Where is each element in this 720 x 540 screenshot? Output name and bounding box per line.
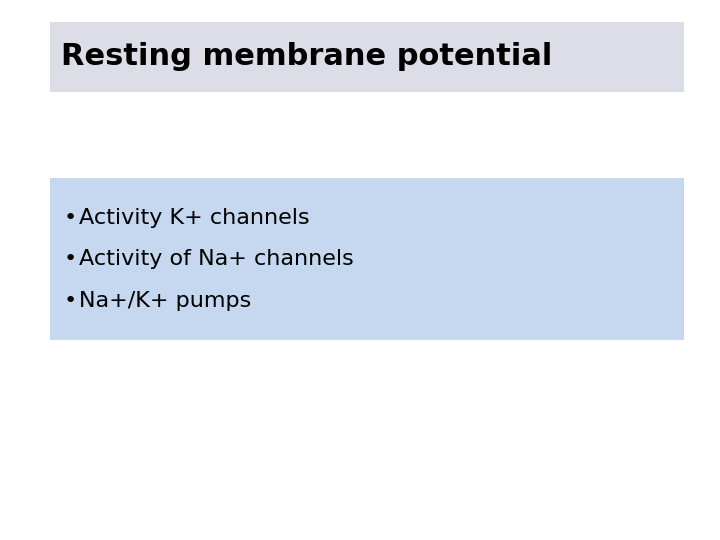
- FancyBboxPatch shape: [50, 22, 684, 92]
- Text: Activity K+ channels: Activity K+ channels: [79, 208, 310, 228]
- Text: Resting membrane potential: Resting membrane potential: [61, 42, 552, 71]
- Text: Activity of Na+ channels: Activity of Na+ channels: [79, 249, 354, 269]
- Text: •: •: [63, 291, 76, 310]
- Text: Na+/K+ pumps: Na+/K+ pumps: [79, 291, 251, 310]
- Text: •: •: [63, 249, 76, 269]
- Text: •: •: [63, 208, 76, 228]
- FancyBboxPatch shape: [50, 178, 684, 340]
